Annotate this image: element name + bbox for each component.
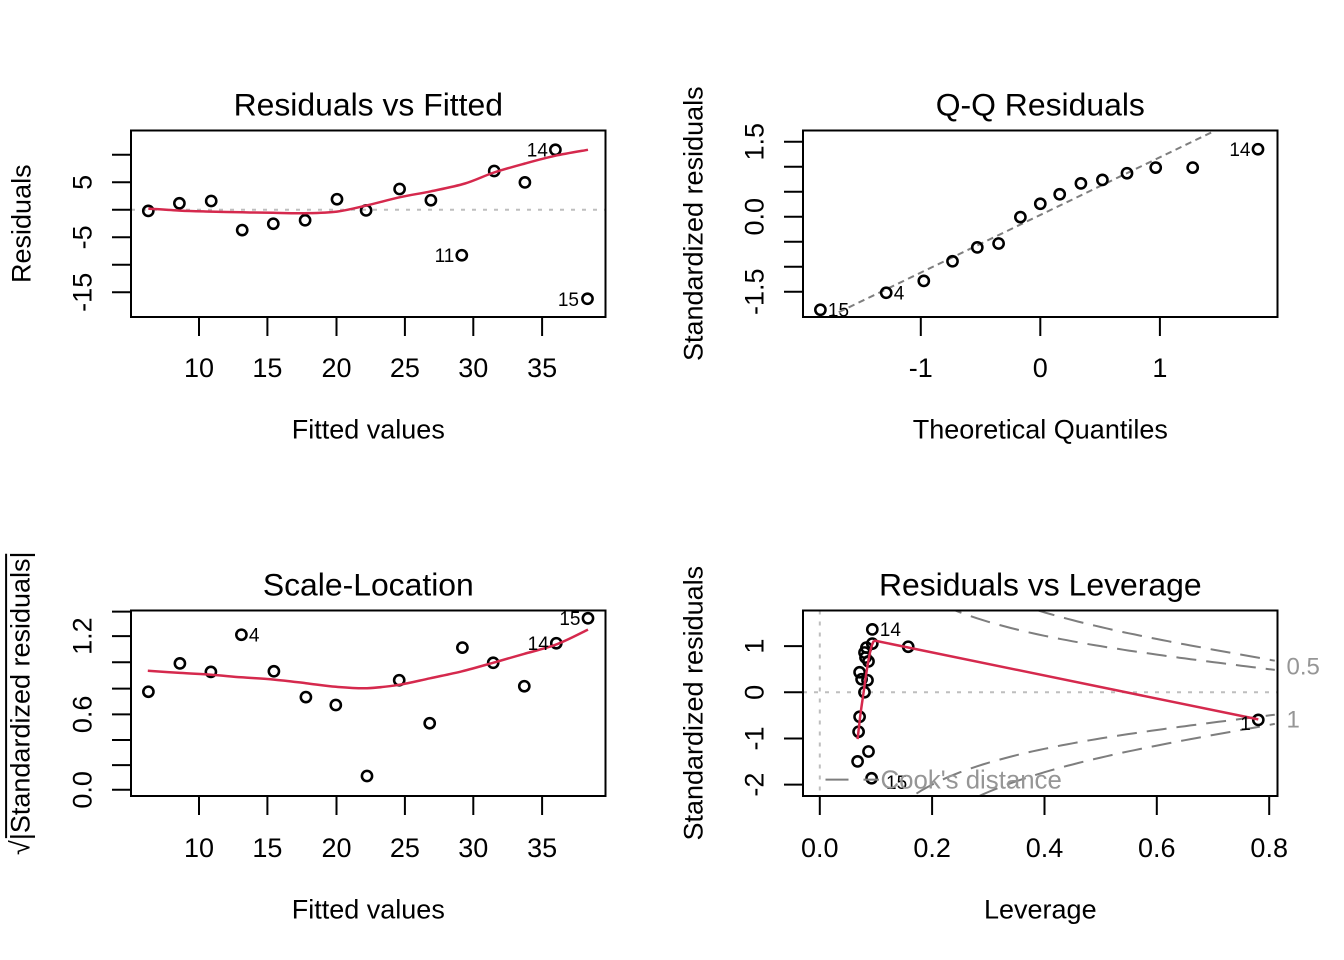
svg-text:25: 25 — [390, 833, 420, 863]
svg-text:35: 35 — [527, 353, 557, 383]
svg-text:1: 1 — [1152, 353, 1167, 383]
svg-text:0.4: 0.4 — [1026, 833, 1064, 863]
svg-text:0.8: 0.8 — [1250, 833, 1288, 863]
svg-text:Residuals: Residuals — [7, 164, 37, 283]
svg-text:1: 1 — [740, 639, 770, 654]
svg-text:14: 14 — [528, 634, 550, 655]
svg-text:30: 30 — [458, 833, 488, 863]
svg-text:4: 4 — [894, 284, 905, 305]
svg-text:0.0: 0.0 — [801, 833, 839, 863]
svg-text:-1.5: -1.5 — [740, 268, 770, 315]
svg-text:15: 15 — [559, 609, 580, 630]
svg-text:-2: -2 — [740, 773, 770, 797]
svg-text:Leverage: Leverage — [984, 895, 1097, 925]
svg-text:Q-Q Residuals: Q-Q Residuals — [936, 87, 1145, 123]
svg-text:0.2: 0.2 — [913, 833, 951, 863]
svg-text:Theoretical Quantiles: Theoretical Quantiles — [913, 415, 1168, 445]
svg-text:1.5: 1.5 — [740, 123, 770, 161]
svg-text:15: 15 — [886, 773, 907, 794]
svg-text:0.0: 0.0 — [68, 771, 98, 809]
svg-text:-5: -5 — [68, 225, 98, 249]
svg-text:20: 20 — [321, 833, 351, 863]
svg-text:14: 14 — [880, 620, 902, 641]
svg-text:10: 10 — [184, 833, 214, 863]
svg-text:35: 35 — [527, 833, 557, 863]
svg-text:0.0: 0.0 — [740, 198, 770, 236]
svg-text:15: 15 — [252, 833, 282, 863]
svg-text:0: 0 — [740, 685, 770, 700]
svg-text:15: 15 — [252, 353, 282, 383]
svg-text:15: 15 — [558, 290, 579, 311]
svg-text:0.6: 0.6 — [1138, 833, 1176, 863]
svg-text:1: 1 — [1240, 714, 1251, 735]
svg-text:15: 15 — [828, 301, 849, 322]
svg-text:Residuals vs Fitted: Residuals vs Fitted — [234, 87, 503, 123]
svg-text:25: 25 — [390, 353, 420, 383]
svg-text:Fitted values: Fitted values — [292, 895, 445, 925]
svg-text:-1: -1 — [909, 353, 933, 383]
svg-text:-15: -15 — [68, 273, 98, 312]
svg-text:Cook's distance: Cook's distance — [881, 766, 1062, 794]
svg-text:5: 5 — [68, 175, 98, 190]
svg-text:√|Standardized residuals|: √|Standardized residuals| — [5, 551, 35, 855]
svg-text:Scale-Location: Scale-Location — [263, 567, 474, 603]
svg-text:1.2: 1.2 — [68, 617, 98, 655]
svg-text:-1: -1 — [740, 726, 770, 750]
svg-text:0: 0 — [1033, 353, 1048, 383]
svg-text:Residuals vs Leverage: Residuals vs Leverage — [879, 567, 1202, 603]
svg-text:30: 30 — [458, 353, 488, 383]
svg-text:14: 14 — [527, 141, 549, 162]
svg-text:Standardized residuals: Standardized residuals — [679, 86, 709, 361]
svg-text:Fitted values: Fitted values — [292, 415, 445, 445]
svg-text:1: 1 — [1287, 707, 1300, 734]
svg-text:14: 14 — [1229, 140, 1251, 161]
svg-text:10: 10 — [184, 353, 214, 383]
svg-text:4: 4 — [249, 626, 260, 647]
svg-text:0.6: 0.6 — [68, 696, 98, 734]
svg-text:11: 11 — [435, 246, 455, 267]
svg-text:Standardized residuals: Standardized residuals — [679, 566, 709, 841]
svg-text:20: 20 — [321, 353, 351, 383]
svg-text:0.5: 0.5 — [1287, 654, 1320, 681]
